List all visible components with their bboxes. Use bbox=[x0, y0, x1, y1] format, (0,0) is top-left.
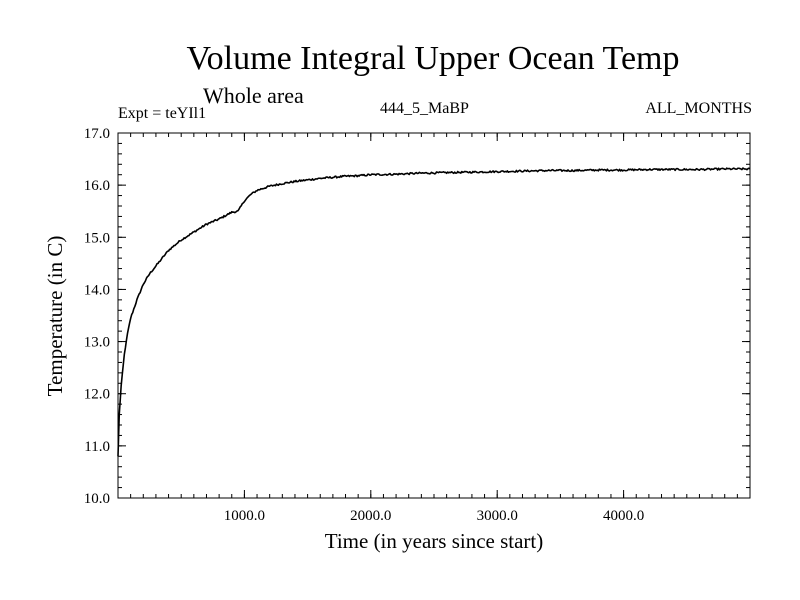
y-tick-label: 12.0 bbox=[84, 387, 110, 403]
y-tick-label: 11.0 bbox=[84, 439, 110, 455]
tick-labels: 1000.0 2000.0 3000.0 4000.0 10.0 11.0 12.0 13.0… bbox=[84, 126, 644, 524]
y-tick-label: 14.0 bbox=[84, 282, 110, 298]
run-label: 444_5_MaBP bbox=[380, 100, 469, 117]
y-tick-label: 17.0 bbox=[84, 126, 110, 142]
y-tick-label: 10.0 bbox=[84, 491, 110, 507]
chart-subtitle: Whole area bbox=[203, 83, 304, 108]
series-layer bbox=[117, 167, 751, 457]
y-tick-label: 16.0 bbox=[84, 178, 110, 194]
x-tick-label: 1000.0 bbox=[224, 508, 265, 524]
series-line bbox=[117, 167, 751, 457]
major-ticks bbox=[118, 132, 750, 499]
x-tick-label: 4000.0 bbox=[603, 508, 644, 524]
chart-title: Volume Integral Upper Ocean Temp bbox=[186, 40, 680, 77]
months-label: ALL_MONTHS bbox=[645, 100, 752, 117]
x-tick-label: 2000.0 bbox=[350, 508, 391, 524]
y-axis-label: Temperature (in C) bbox=[43, 236, 67, 397]
plot-frame bbox=[117, 132, 751, 499]
minor-ticks bbox=[118, 133, 750, 498]
x-axis-label: Time (in years since start) bbox=[325, 529, 544, 553]
x-tick-label: 3000.0 bbox=[477, 508, 518, 524]
y-tick-label: 15.0 bbox=[84, 230, 110, 246]
y-tick-label: 13.0 bbox=[84, 335, 110, 351]
experiment-label: Expt = teYIl1 bbox=[118, 105, 207, 122]
